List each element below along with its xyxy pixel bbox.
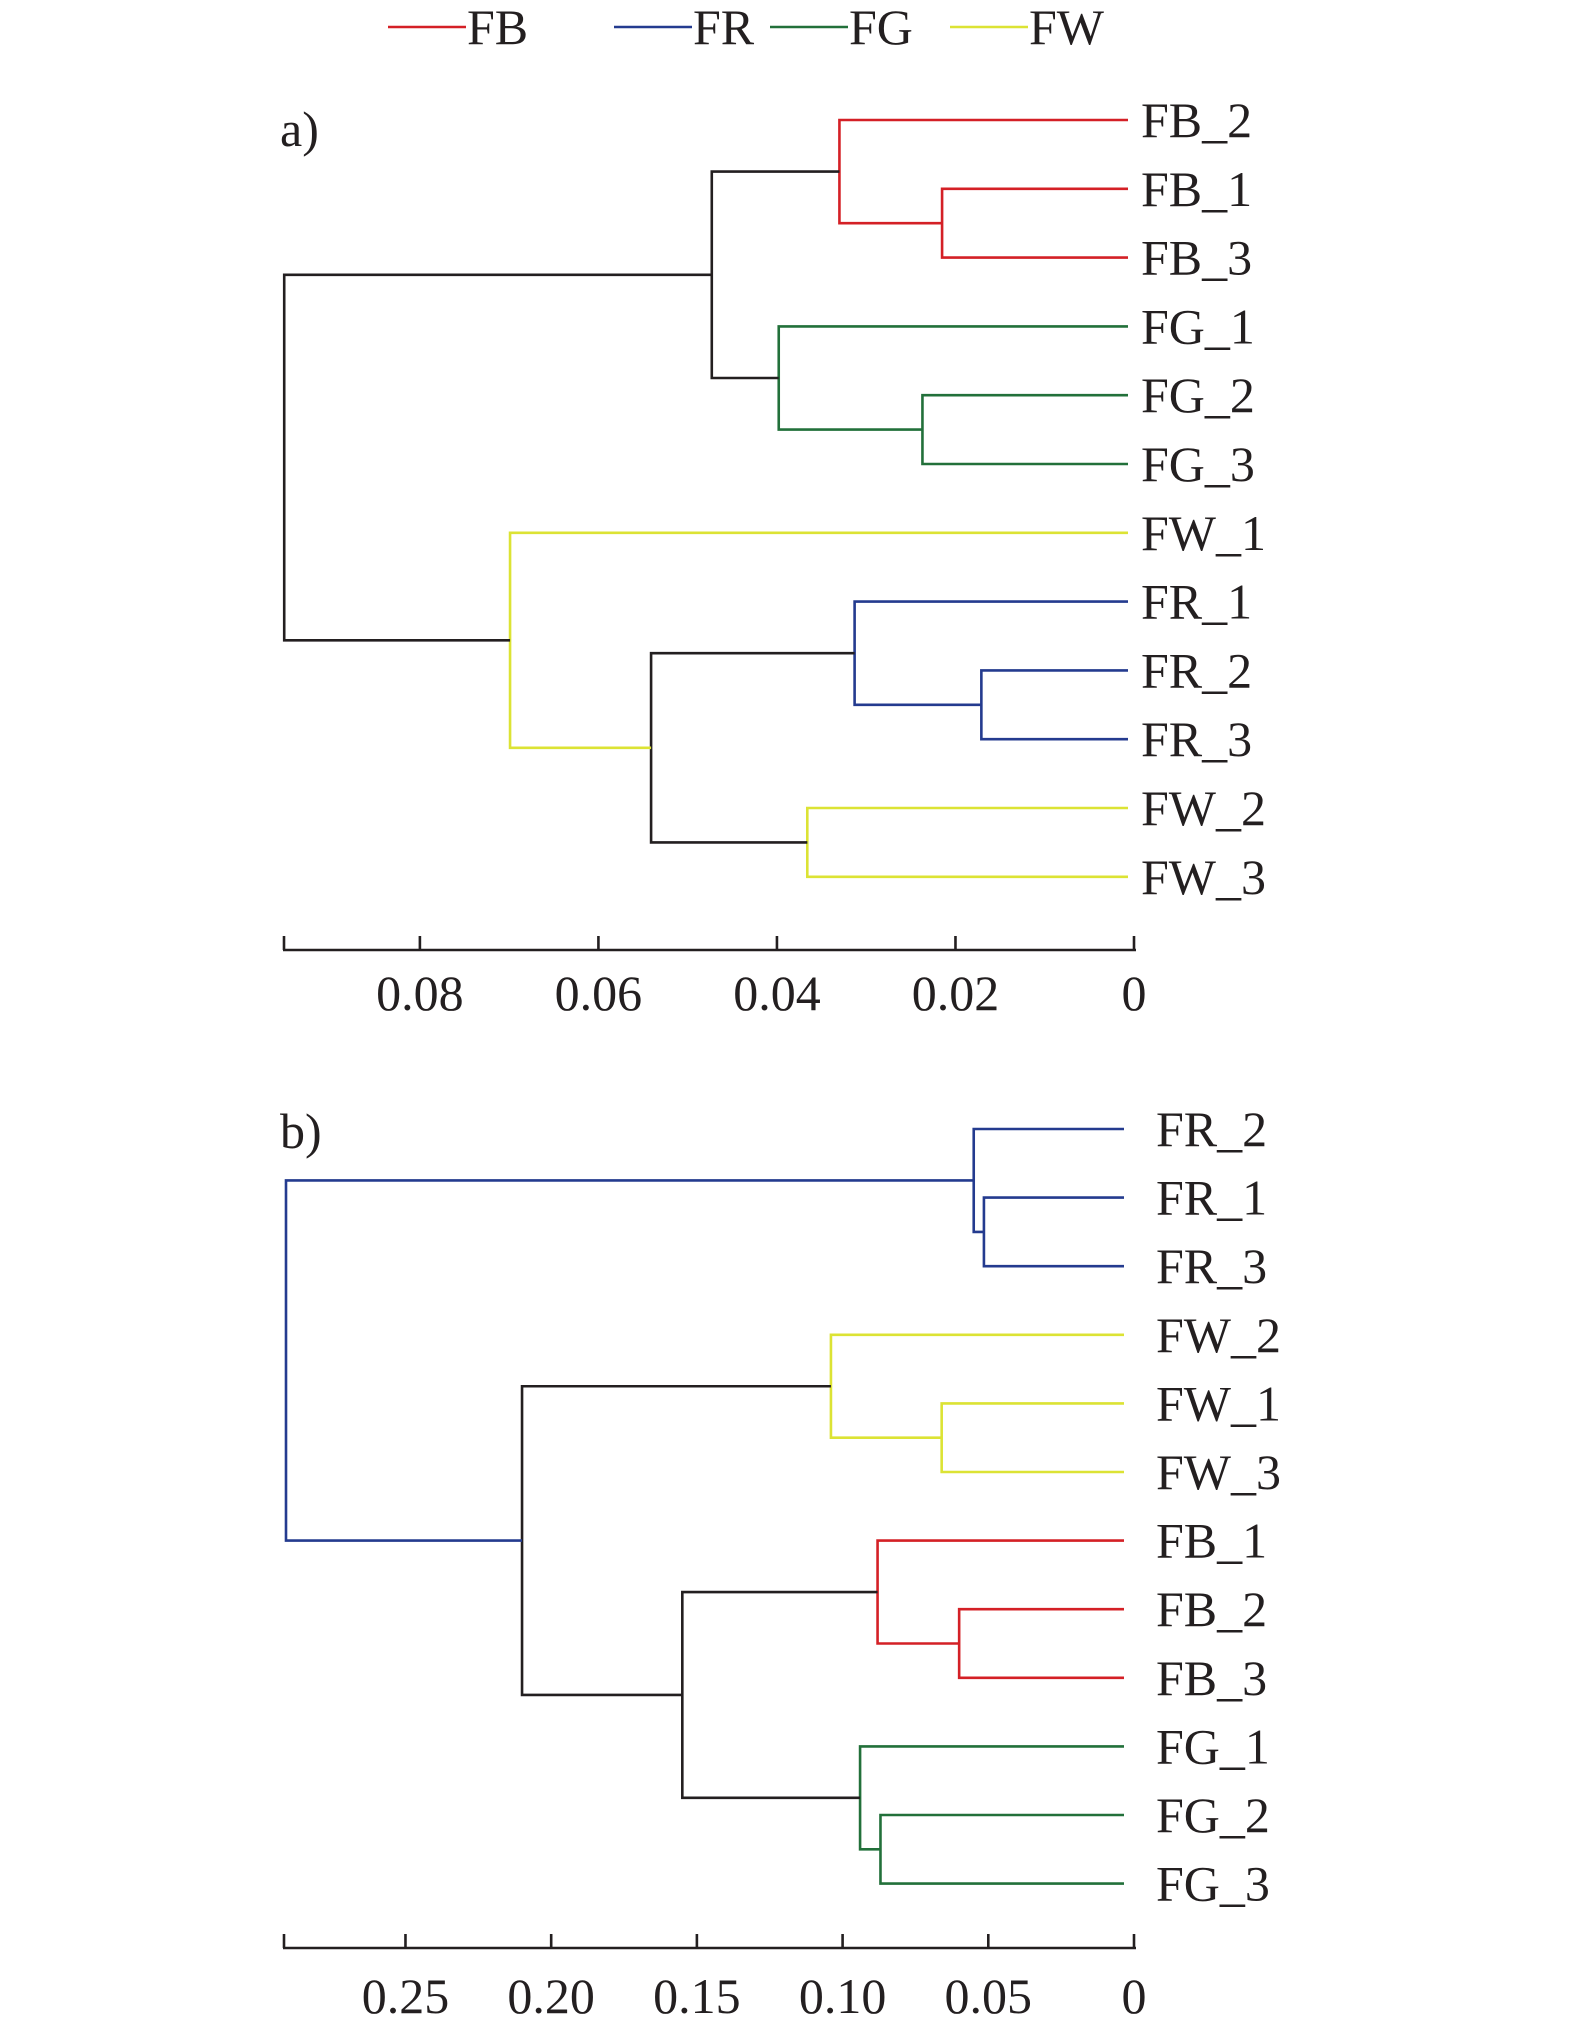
leaf-label: FG_2 [1141, 367, 1255, 423]
dendrogram-branch-a10 [508, 531, 1128, 750]
dendrogram-branch-a9 [649, 651, 855, 844]
leaf-label: FW_1 [1156, 1375, 1281, 1431]
x-tick-label: 0.08 [376, 965, 464, 1021]
dendrogram-branch-a7 [853, 600, 1128, 707]
leaf-label: FR_3 [1156, 1238, 1267, 1294]
x-tick-label: 0.10 [799, 1968, 887, 2024]
x-tick-label: 0 [1122, 1968, 1147, 2024]
leaf-label: FB_3 [1141, 230, 1252, 286]
panel-label: a) [280, 101, 319, 157]
leaf-label: FW_2 [1141, 780, 1266, 836]
x-tick-label: 0 [1122, 965, 1147, 1021]
x-tick-label: 0.02 [912, 965, 1000, 1021]
leaf-label: FR_2 [1141, 642, 1252, 698]
leaf-label: FG_1 [1156, 1718, 1270, 1774]
x-tick-label: 0.15 [653, 1968, 741, 2024]
dendrogram-branch-a4 [777, 325, 1128, 431]
dendrogram-branch-a11 [282, 273, 712, 642]
leaf-label: FW_3 [1156, 1444, 1281, 1500]
dendrogram-branch-b11 [284, 1179, 974, 1542]
dendrogram-branch-b4 [829, 1333, 1124, 1439]
legend-label-fb: FB [467, 0, 528, 55]
dendrogram-branch-b9 [681, 1590, 878, 1800]
dendrogram-branch-b5 [957, 1607, 1124, 1680]
leaf-label: FB_3 [1156, 1650, 1267, 1706]
leaf-label: FG_3 [1141, 436, 1255, 492]
leaf-label: FW_2 [1156, 1307, 1281, 1363]
x-tick-label: 0.20 [507, 1968, 595, 2024]
dendrogram-branch-b6 [876, 1539, 1124, 1645]
dendrogram-branch-a5 [710, 170, 840, 380]
leaf-label: FB_1 [1156, 1513, 1267, 1569]
legend-label-fw: FW [1029, 0, 1105, 55]
leaf-label: FB_1 [1141, 161, 1252, 217]
leaf-label: FG_1 [1141, 298, 1255, 354]
panel-label: b) [280, 1103, 322, 1159]
leaf-label: FR_3 [1141, 711, 1252, 767]
dendrogram-branch-b2 [972, 1127, 1124, 1234]
leaf-label: FR_2 [1156, 1101, 1267, 1157]
dendrogram-branch-a3 [921, 393, 1128, 466]
leaf-label: FG_3 [1156, 1856, 1270, 1912]
leaf-label: FR_1 [1141, 574, 1252, 630]
panel-b: FR_2 FR_1 FR_3 FW_2 FW_1 FW_3 FB_1 FB_2 FB_3 FG_1… [280, 1101, 1281, 2024]
leaf-label: FW_3 [1141, 849, 1266, 905]
leaf-label: FB_2 [1156, 1581, 1267, 1637]
leaf-label: FW_1 [1141, 505, 1266, 561]
dendrogram-branch-a2 [838, 118, 1128, 225]
dendrogram-branch-b1 [982, 1196, 1124, 1268]
x-tick-label: 0.05 [945, 1968, 1033, 2024]
legend-label-fg: FG [849, 0, 913, 55]
legend-label-fr: FR [693, 0, 755, 55]
dendrogram-branch-b8 [858, 1745, 1124, 1851]
dendrogram-branch-b7 [879, 1813, 1124, 1885]
dendrogram-branch-b10 [520, 1384, 831, 1697]
x-tick-label: 0.04 [733, 965, 821, 1021]
leaf-label: FR_1 [1156, 1170, 1267, 1226]
leaf-label: FG_2 [1156, 1787, 1270, 1843]
dendrogram-branch-a8 [805, 806, 1128, 879]
panel-a: FB_2 FB_1 FB_3 FG_1 FG_2 FG_3 FW_1 FR_1 FR_2 FR_3… [280, 92, 1266, 1021]
dendrogram-branch-a1 [940, 187, 1128, 259]
x-tick-label: 0.06 [555, 965, 643, 1021]
dendrogram-branch-a6 [980, 669, 1128, 741]
x-tick-label: 0.25 [362, 1968, 450, 2024]
leaf-label: FB_2 [1141, 92, 1252, 148]
legend: FB FR FG FW [388, 0, 1105, 55]
dendrogram-branch-b3 [940, 1402, 1124, 1474]
